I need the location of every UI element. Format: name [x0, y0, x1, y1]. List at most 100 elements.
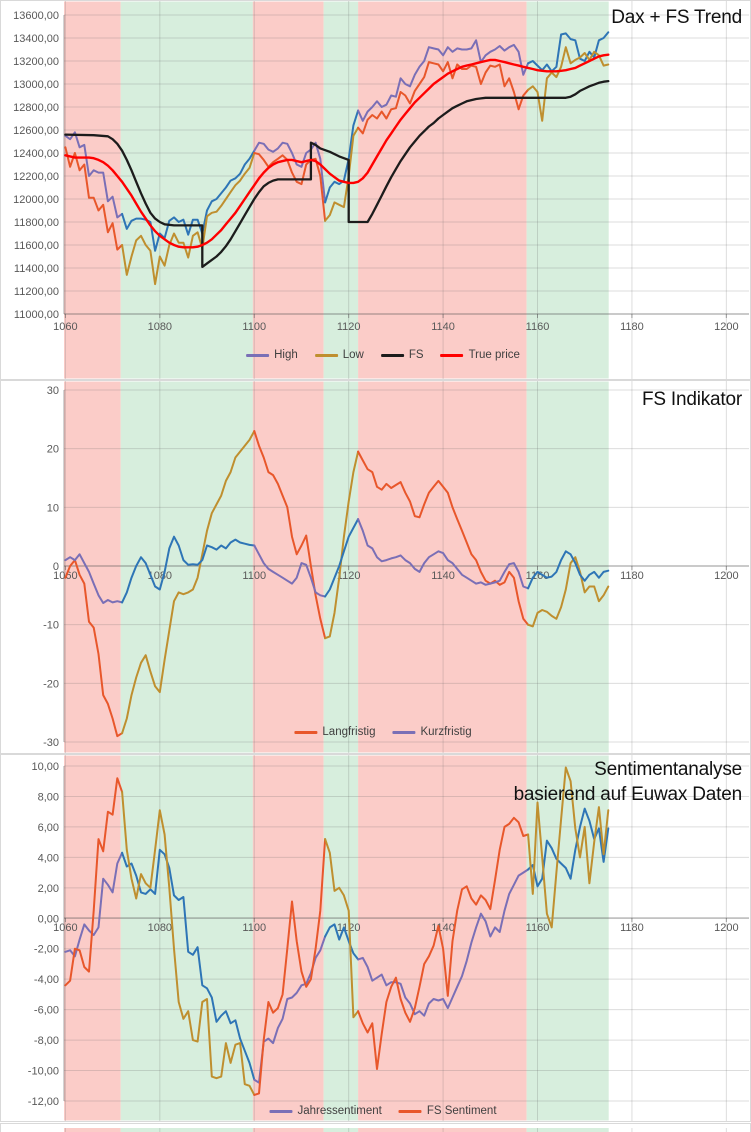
y-axis-tick-label: -2,00 — [34, 944, 59, 956]
x-axis-tick-label: 1160 — [526, 321, 550, 333]
series-fs-sentiment — [253, 838, 327, 1096]
x-axis-tick-label: 1120 — [337, 570, 361, 582]
y-axis-tick-label: 20 — [47, 444, 59, 456]
trend-band-up — [120, 381, 253, 753]
y-axis-tick-label: -10,00 — [28, 1066, 59, 1078]
x-axis-tick-label: 1080 — [148, 922, 172, 934]
series-fs-sentiment — [121, 790, 256, 1096]
legend-item-true-price: True price — [440, 349, 520, 361]
trend-band-down — [358, 381, 527, 753]
series-kurzfristig — [64, 553, 124, 604]
series-jahressentiment — [121, 848, 256, 1081]
series-fs-sentiment — [324, 838, 360, 1019]
series-low — [324, 126, 360, 222]
series-langfristig — [253, 430, 327, 640]
chart-title-dax-fs-trend: Dax + FS Trend — [611, 7, 742, 28]
series-jahressentiment — [324, 923, 360, 961]
series-high — [121, 149, 256, 252]
trend-band-up — [526, 1, 609, 379]
series-high — [64, 131, 124, 219]
series-low — [357, 61, 530, 135]
legend-item-kurzfristig: Kurzfristig — [392, 726, 472, 738]
y-axis-tick-label: 13200,00 — [13, 56, 59, 68]
y-axis-tick-label: 12800,00 — [13, 102, 59, 114]
legend-item-fs: FS — [380, 349, 424, 361]
dax-fs-trend-chart-canvas: 13600,00 13400,00 13200,00 13000,00 12800,00… — [13, 1, 749, 379]
series-fs-sentiment — [527, 766, 610, 929]
legend-item-low: Low — [314, 349, 364, 361]
series-fs-sentiment — [64, 777, 124, 987]
legend-label: FS Sentiment — [426, 1105, 497, 1117]
trend-band-down — [358, 755, 527, 1121]
x-axis-tick-label: 1060 — [53, 321, 77, 333]
trend-band-down — [64, 1128, 121, 1132]
y-axis-tick-label: 12200,00 — [13, 171, 59, 183]
x-axis-tick-label: 1180 — [620, 321, 644, 333]
series-kurzfristig — [253, 544, 327, 598]
y-axis-tick-label: -20 — [43, 678, 59, 690]
y-axis-tick-label: 13600,00 — [13, 10, 59, 22]
x-axis-tick-label: 1080 — [148, 321, 172, 333]
y-axis-tick-label: 4,00 — [38, 852, 59, 864]
series-low — [64, 146, 124, 251]
legend-sentimentanalyse: Jahressentiment FS Sentiment — [269, 1105, 497, 1117]
legend-swatch-true-price — [440, 353, 464, 357]
legend-label: True price — [468, 349, 520, 361]
trend-band-down — [64, 1, 121, 379]
y-axis-tick-label: 30 — [47, 385, 59, 397]
legend-swatch-high — [246, 353, 270, 357]
x-axis-tick-label: 1100 — [242, 922, 266, 934]
series-jahressentiment — [357, 868, 530, 1017]
y-axis-tick-label: 10 — [47, 502, 59, 514]
trend-band-up — [526, 755, 609, 1121]
legend-swatch-kurzfristig — [392, 730, 416, 734]
y-axis-tick-label: 13400,00 — [13, 33, 59, 45]
trend-band-down — [252, 1, 324, 379]
x-axis-tick-label: 1200 — [714, 570, 738, 582]
chart-panel-next-partial — [0, 1123, 751, 1132]
legend-label: Low — [342, 349, 364, 361]
series-kurzfristig — [324, 518, 360, 598]
trend-band-up — [526, 1128, 609, 1132]
x-axis-tick-label: 1200 — [714, 922, 738, 934]
legend-label: Langfristig — [322, 726, 376, 738]
x-axis-tick-label: 1140 — [431, 570, 455, 582]
x-axis-tick-label: 1080 — [148, 570, 172, 582]
series-high — [253, 141, 327, 204]
chart-title-fs-indikator: FS Indikator — [641, 389, 742, 410]
x-axis-tick-label: 1200 — [714, 321, 738, 333]
chart-panel-dax-fs-trend[interactable]: 13600,00 13400,00 13200,00 13000,00 12800,00… — [0, 0, 751, 380]
legend-swatch-langfristig — [294, 730, 318, 734]
y-axis-tick-label: -8,00 — [34, 1035, 59, 1047]
series-fs-sentiment — [357, 816, 530, 1070]
legend-label: FS — [408, 349, 424, 361]
legend-item-fs-sentiment: FS Sentiment — [398, 1105, 497, 1117]
y-axis-tick-label: 6,00 — [38, 822, 59, 834]
chart-panel-fs-indikator[interactable]: 30 20 10 0 -10 -20 -30 1060 1080 1100 1120 1140 1160… — [0, 380, 751, 754]
trend-band-down — [252, 381, 324, 753]
series-kurzfristig — [121, 535, 256, 604]
legend-label: Kurzfristig — [420, 726, 472, 738]
legend-fs-indikator: Langfristig Kurzfristig — [294, 726, 472, 738]
series-langfristig — [527, 556, 610, 628]
chart-title-sentimentanalyse-line1: Sentimentanalyse — [594, 759, 742, 780]
x-axis-tick-label: 1180 — [620, 570, 644, 582]
y-axis-tick-label: 11600,00 — [14, 240, 59, 252]
y-axis-tick-label: 0 — [53, 561, 59, 573]
y-axis-tick-label: 11400,00 — [14, 263, 59, 275]
series-low — [121, 152, 256, 286]
chart-panel-sentimentanalyse[interactable]: 10,00 8,00 6,00 4,00 2,00 0,00 -2,00 -4,00 -6,00… — [0, 754, 751, 1122]
series-langfristig — [357, 450, 530, 626]
y-axis-tick-label: 11800,00 — [14, 217, 59, 229]
legend-swatch-fs-sentiment — [398, 1109, 422, 1113]
x-axis-tick-label: 1100 — [242, 321, 266, 333]
trend-band-up — [120, 1128, 253, 1132]
y-axis-tick-label: 12600,00 — [13, 125, 59, 137]
series-fs — [64, 79, 610, 269]
series-high — [527, 31, 610, 73]
trend-band-up — [323, 1128, 359, 1132]
y-axis-tick-label: -10 — [43, 620, 59, 632]
legend-label: Jahressentiment — [297, 1105, 382, 1117]
x-axis-tick-label: 1140 — [431, 922, 455, 934]
